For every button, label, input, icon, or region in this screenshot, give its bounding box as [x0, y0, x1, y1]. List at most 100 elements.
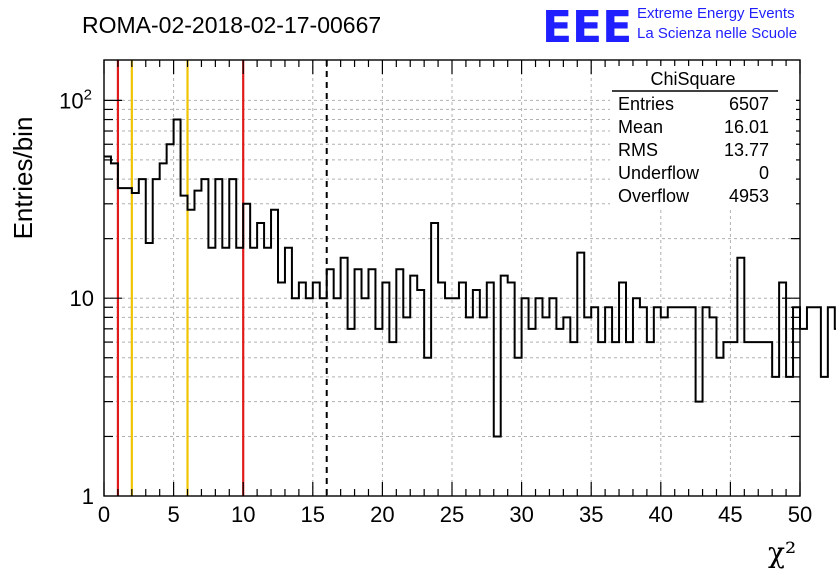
stats-row-label: Mean	[618, 117, 663, 137]
histogram-bin	[703, 307, 710, 496]
histogram-bin	[716, 358, 723, 496]
histogram-bin	[153, 179, 160, 496]
histogram-bin	[730, 342, 737, 496]
stats-row-value: 6507	[729, 94, 769, 114]
histogram-bin	[466, 317, 473, 496]
histogram-bin	[313, 283, 320, 496]
histogram-bin	[682, 307, 689, 496]
logo-line2: La Scienza nelle Scuole	[637, 25, 797, 42]
histogram-bin	[417, 290, 424, 496]
histogram-bin	[710, 317, 717, 496]
histogram-bin	[194, 191, 201, 496]
histogram-bin	[522, 298, 529, 496]
histogram-bin	[487, 283, 494, 496]
stats-row-label: Overflow	[618, 186, 690, 206]
histogram-bin	[341, 258, 348, 496]
histogram-bin	[160, 163, 167, 496]
histogram-bin	[598, 342, 605, 496]
histogram-bin	[626, 342, 633, 496]
histogram-outline	[104, 118, 836, 438]
histogram-bin	[605, 307, 612, 496]
stats-row-value: 13.77	[724, 140, 769, 160]
stats-row-value: 4953	[729, 186, 769, 206]
histogram-bin	[536, 298, 543, 496]
histogram-bin	[132, 193, 139, 496]
histogram-bin	[612, 342, 619, 496]
histogram-bin	[181, 196, 188, 496]
histogram-bin	[243, 204, 250, 496]
histogram-bars	[104, 118, 836, 496]
histogram-bin	[821, 377, 828, 496]
histogram-bin	[250, 248, 257, 496]
histogram-bin	[800, 329, 807, 496]
stats-row-value: 0	[759, 163, 769, 183]
histogram-bin	[229, 179, 236, 496]
histogram-bin	[779, 283, 786, 496]
histogram-bin	[570, 342, 577, 496]
histogram-bin	[445, 298, 452, 496]
histogram-bin	[431, 223, 438, 496]
histogram-bin	[368, 269, 375, 496]
histogram-bin	[410, 276, 417, 496]
histogram-bin	[737, 258, 744, 496]
histogram-bin	[828, 307, 835, 496]
y-tick-label: 102	[59, 86, 92, 113]
x-tick-label: 25	[440, 502, 464, 527]
histogram-bin	[751, 342, 758, 496]
histogram-bin	[765, 342, 772, 496]
histogram-bin	[529, 329, 536, 496]
histogram-bin	[188, 210, 195, 496]
x-tick-label: 40	[649, 502, 673, 527]
histogram-bin	[723, 342, 730, 496]
histogram-bin	[327, 269, 334, 496]
histogram-bin	[146, 243, 153, 496]
histogram-bin	[577, 253, 584, 496]
histogram-bin	[264, 248, 271, 496]
reference-lines	[116, 60, 328, 496]
x-axis-label: χ²	[768, 536, 796, 569]
histogram-bin	[271, 210, 278, 496]
x-tick-label: 15	[301, 502, 325, 527]
logo-eee-text: EEE	[542, 2, 632, 53]
histogram-bin	[257, 223, 264, 496]
chart-title: ROMA-02-2018-02-17-00667	[82, 12, 381, 38]
histogram-bin	[619, 283, 626, 496]
x-tick-labels: 0 5 10 15 20 25 30 35 40 45 50	[98, 502, 812, 527]
histogram-bin	[591, 307, 598, 496]
logo-line1: Extreme Energy Events	[637, 5, 795, 22]
histogram-bin	[633, 298, 640, 496]
histogram-bin	[542, 317, 549, 496]
histogram-bin	[125, 188, 132, 496]
histogram-bin	[668, 307, 675, 496]
histogram-bin	[508, 283, 515, 496]
histogram-bin	[174, 120, 181, 496]
histogram-bin	[362, 298, 369, 496]
histogram-bin	[473, 290, 480, 496]
eee-logo: EEE Extreme Energy Events La Scienza nel…	[542, 2, 797, 53]
histogram-bin	[772, 377, 779, 496]
histogram-bin	[689, 307, 696, 496]
histogram-bin	[104, 157, 111, 496]
histogram-bin	[480, 317, 487, 496]
histogram-bin	[696, 402, 703, 496]
x-tick-label: 30	[509, 502, 533, 527]
histogram-bin	[375, 329, 382, 496]
histogram-bin	[563, 317, 570, 496]
histogram-bin	[501, 276, 508, 496]
histogram-bin	[334, 298, 341, 496]
histogram-bin	[348, 329, 355, 496]
histogram-bin	[396, 269, 403, 496]
stats-row-label: RMS	[618, 140, 658, 160]
histogram-bin	[452, 298, 459, 496]
histogram-bin	[111, 163, 118, 496]
y-tick-label: 10	[70, 286, 94, 311]
histogram-bin	[584, 317, 591, 496]
y-tick-labels: 1 10 102	[59, 86, 94, 509]
histogram-bin	[758, 342, 765, 496]
x-tick-label: 45	[718, 502, 742, 527]
histogram-bin	[292, 298, 299, 496]
histogram-bin	[744, 342, 751, 496]
histogram-bin	[556, 329, 563, 496]
histogram-bin	[807, 307, 814, 496]
y-tick-label: 1	[82, 484, 94, 509]
